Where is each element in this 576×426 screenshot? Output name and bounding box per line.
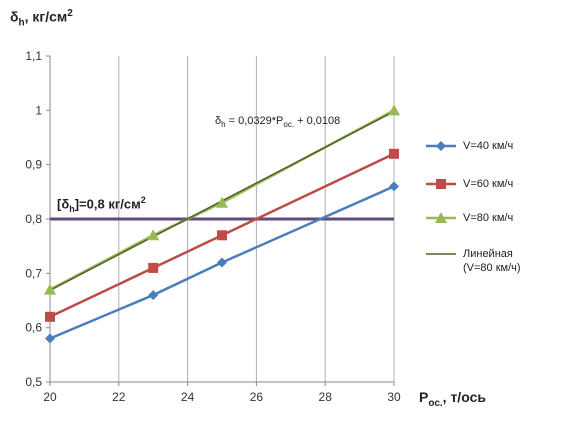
x-tick-label-0: 20 (43, 390, 57, 404)
equation-sub2: ос. (283, 120, 295, 130)
x-tick-label-3: 26 (250, 390, 264, 404)
legend-marker-series-2 (436, 179, 446, 189)
limit-label-sup: 2 (140, 195, 146, 205)
x-axis-title-rest: , т/ось (442, 389, 486, 405)
x-tick-label-4: 28 (319, 390, 333, 404)
axes (46, 55, 395, 386)
series-3-point-3 (388, 104, 400, 116)
x-axis-title-symbol: P (419, 389, 429, 405)
series-2-point-1 (148, 262, 159, 273)
y-tick-label-4: 0,9 (25, 158, 42, 172)
y-tick-label-1: 0,6 (25, 321, 42, 335)
legend-marker-series-1 (436, 141, 446, 151)
x-axis-title: Pос., т/ось (419, 389, 486, 409)
legend-label-series-3: V=80 км/ч (463, 212, 514, 224)
trendline-equation: δh = 0,0329*Pос. + 0,0108 (215, 115, 340, 129)
limit-label-sub: h (69, 203, 75, 214)
legend-label-series-1: V=40 км/ч (463, 140, 514, 152)
y-axis-title-sub: h (18, 17, 25, 29)
y-axis-title-sup: 2 (67, 8, 73, 19)
series-2-point-2 (217, 230, 227, 241)
y-axis-title-symbol: δ (10, 8, 19, 25)
limit-label-mid: ]=0,8 кг/см (74, 196, 141, 212)
legend-label-series-2: V=60 км/ч (463, 178, 514, 190)
series-line-2 (49, 152, 395, 318)
series-2-point-3 (389, 148, 399, 159)
series-2-point-0 (45, 311, 55, 322)
limit-label: [δh]=0,8 кг/см2 (57, 195, 146, 214)
legend (426, 141, 456, 255)
x-tick-label-5: 30 (387, 390, 401, 404)
equation-tail: + 0,0108 (294, 115, 341, 127)
series-1-point-0 (45, 333, 55, 344)
equation-mid: = 0,0329*P (225, 115, 284, 127)
x-axis-title-sub: ос. (428, 397, 443, 409)
legend-label-trendline-line2: (V=80 км/ч) (463, 262, 521, 274)
y-axis-title-rest: , кг/см (24, 8, 68, 25)
y-tick-label-2: 0,7 (25, 266, 42, 280)
y-tick-label-0: 0,5 (25, 375, 42, 389)
series-1-point-1 (148, 290, 159, 301)
y-tick-label-6: 1,1 (25, 49, 42, 63)
x-tick-label-1: 22 (112, 390, 126, 404)
equation-sub: h (221, 120, 226, 130)
tick-labels: 0,5 0,6 0,7 0,8 0,9 1 1,1 20 22 24 26 28 30 (25, 49, 401, 404)
y-tick-label-5: 1 (35, 103, 42, 117)
x-tick-label-2: 24 (181, 390, 195, 404)
legend-marker-series-3 (435, 212, 447, 223)
series-group (44, 104, 400, 344)
y-tick-label-3: 0,8 (25, 212, 42, 226)
series-3-point-0 (44, 283, 56, 295)
series-1-point-2 (217, 257, 227, 268)
legend-label-trendline: Линейная (463, 248, 513, 260)
equation-symbol: δ (215, 115, 222, 127)
series-1-point-3 (389, 181, 399, 192)
series-3-point-1 (147, 229, 160, 241)
series-line-1 (49, 185, 395, 340)
y-axis-title: δh, кг/см2 (10, 8, 73, 28)
limit-label-pre: [δ (57, 196, 70, 212)
series-3-point-2 (216, 196, 228, 208)
